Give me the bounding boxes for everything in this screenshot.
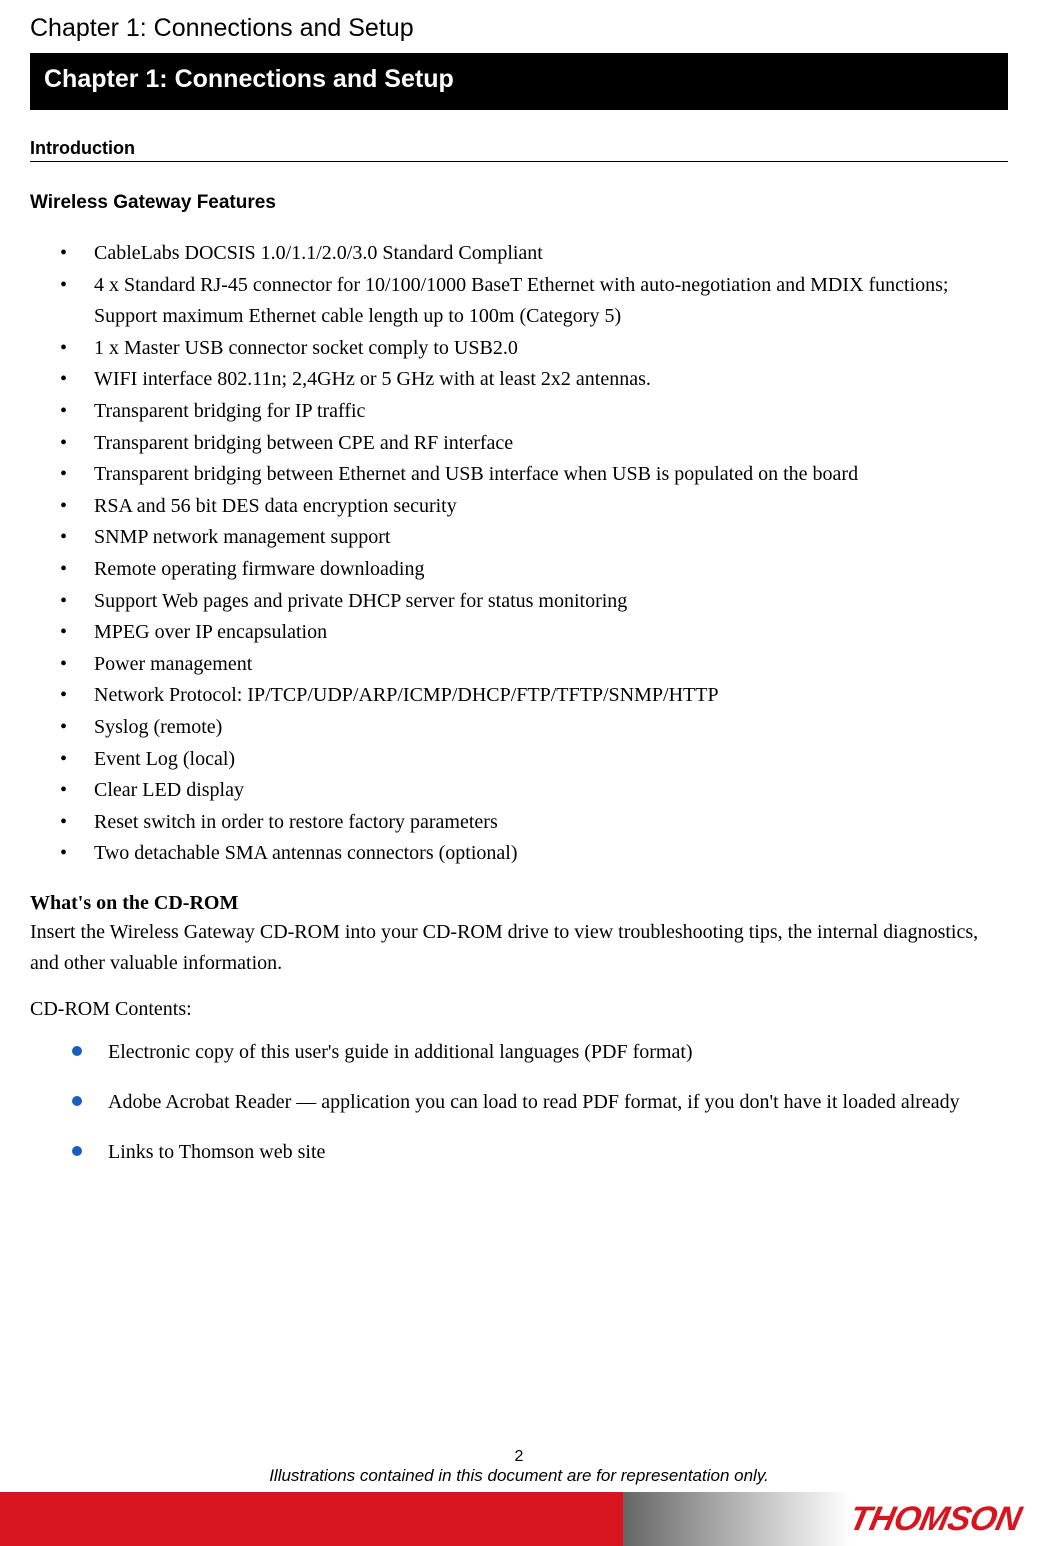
subsection-heading-features: Wireless Gateway Features xyxy=(30,192,1008,214)
cdrom-contents-label: CD-ROM Contents: xyxy=(30,998,1008,1021)
list-item: WIFI interface 802.11n; 2,4GHz or 5 GHz … xyxy=(68,364,1008,396)
list-item: Two detachable SMA antennas connectors (… xyxy=(68,838,1008,870)
list-item: Transparent bridging between Ethernet an… xyxy=(68,459,1008,491)
list-item: CableLabs DOCSIS 1.0/1.1/2.0/3.0 Standar… xyxy=(68,238,1008,270)
list-item: Transparent bridging for IP traffic xyxy=(68,396,1008,428)
gradient-bar: THOMSON xyxy=(623,1492,1038,1546)
list-item: Remote operating firmware downloading xyxy=(68,554,1008,586)
footer-bars: THOMSON xyxy=(0,1492,1038,1546)
page-number: 2 xyxy=(0,1448,1038,1466)
list-item: Clear LED display xyxy=(68,775,1008,807)
list-item: Electronic copy of this user's guide in … xyxy=(76,1037,1008,1067)
page-footer: 2 Illustrations contained in this docume… xyxy=(0,1448,1038,1546)
list-item: 1 x Master USB connector socket comply t… xyxy=(68,333,1008,365)
list-item: Network Protocol: IP/TCP/UDP/ARP/ICMP/DH… xyxy=(68,680,1008,712)
list-item: 4 x Standard RJ-45 connector for 10/100/… xyxy=(68,270,1008,333)
list-item: Power management xyxy=(68,649,1008,681)
section-heading-introduction: Introduction xyxy=(30,138,1008,162)
document-page: Chapter 1: Connections and Setup Chapter… xyxy=(0,0,1038,1546)
list-item: Transparent bridging between CPE and RF … xyxy=(68,428,1008,460)
list-item: SNMP network management support xyxy=(68,522,1008,554)
chapter-title: Chapter 1: Connections and Setup xyxy=(30,14,1008,43)
features-list: CableLabs DOCSIS 1.0/1.1/2.0/3.0 Standar… xyxy=(30,238,1008,870)
list-item: Event Log (local) xyxy=(68,744,1008,776)
list-item: Links to Thomson web site xyxy=(76,1137,1008,1167)
list-item: Adobe Acrobat Reader — application you c… xyxy=(76,1087,1008,1117)
list-item: Support Web pages and private DHCP serve… xyxy=(68,586,1008,618)
footer-note: Illustrations contained in this document… xyxy=(0,1466,1038,1486)
chapter-banner: Chapter 1: Connections and Setup xyxy=(30,53,1008,110)
list-item: Syslog (remote) xyxy=(68,712,1008,744)
thomson-logo: THOMSON xyxy=(846,1500,1025,1539)
list-item: RSA and 56 bit DES data encryption secur… xyxy=(68,491,1008,523)
cdrom-contents-list: Electronic copy of this user's guide in … xyxy=(30,1037,1008,1167)
list-item: MPEG over IP encapsulation xyxy=(68,617,1008,649)
cdrom-heading: What's on the CD-ROM xyxy=(30,892,1008,915)
cdrom-paragraph: Insert the Wireless Gateway CD-ROM into … xyxy=(30,917,1008,980)
red-bar xyxy=(0,1492,623,1546)
list-item: Reset switch in order to restore factory… xyxy=(68,807,1008,839)
